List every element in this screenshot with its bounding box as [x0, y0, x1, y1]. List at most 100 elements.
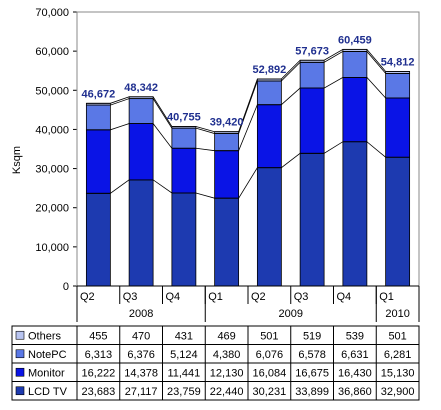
- table-cell-value: 16,675: [295, 367, 329, 379]
- y-tick-label: 20,000: [35, 203, 69, 215]
- bar-segment: [85, 129, 111, 194]
- table-cell-value: 16,222: [82, 367, 116, 379]
- series-boundary-line: [86, 77, 410, 152]
- bar-segment: [342, 51, 368, 78]
- bar-segment: [171, 147, 197, 194]
- table-cell-value: 27,117: [125, 386, 158, 398]
- bar-segment: [256, 104, 282, 169]
- bar-segment: [385, 73, 411, 99]
- table-cell-value: 12,130: [210, 367, 244, 379]
- data-table: Others 455 470 431 469 501 519 539 501 NotePC 6,31…: [11, 325, 420, 401]
- y-tick-label: 10,000: [35, 242, 69, 254]
- legend-swatch: [15, 349, 25, 359]
- table-cell-value: 6,631: [341, 349, 369, 361]
- bar-segment: [214, 197, 240, 287]
- table-cell-value: 6,076: [256, 349, 284, 361]
- legend-swatch: [15, 386, 25, 396]
- bar-segment: [171, 192, 197, 287]
- bar-segment: [299, 61, 325, 89]
- category-label: Q2: [251, 291, 266, 303]
- y-tick-label: 0: [63, 281, 69, 293]
- year-label: 2010: [385, 308, 409, 320]
- legend-label: Monitor: [28, 367, 65, 379]
- table-cell-value: 501: [388, 330, 406, 342]
- total-label: 39,420: [210, 117, 244, 129]
- legend-label: NotePC: [28, 349, 67, 361]
- table-cell-value: 6,578: [298, 349, 326, 361]
- category-label: Q2: [80, 291, 95, 303]
- category-label: Q4: [337, 291, 352, 303]
- bar-segment: [299, 152, 325, 287]
- table-cell-value: 23,683: [82, 386, 116, 398]
- bar-segment: [385, 97, 411, 158]
- bar-segment: [385, 156, 411, 287]
- legend-label: Others: [28, 330, 62, 342]
- table-cell-value: 16,430: [338, 367, 372, 379]
- total-label: 48,342: [124, 82, 158, 94]
- total-label: 40,755: [167, 111, 201, 123]
- table-cell-value: 469: [217, 330, 235, 342]
- table-cell-value: 14,378: [124, 367, 158, 379]
- legend-label: LCD TV: [28, 386, 68, 398]
- y-tick-label: 70,000: [35, 7, 69, 19]
- year-label: 2009: [279, 308, 303, 320]
- table-cell-value: 30,231: [253, 386, 287, 398]
- bar-segment: [128, 179, 154, 287]
- series-boundary-line: [86, 141, 410, 199]
- bar-segment: [342, 141, 368, 287]
- series-boundary-line: [86, 51, 410, 134]
- table-cell-value: 519: [303, 330, 321, 342]
- x-axis: Q2 Q3 Q4 Q1 Q2 Q3 Q4 Q1 2008 2009 2010: [76, 285, 420, 322]
- table-cell-value: 15,130: [381, 367, 415, 379]
- plot-area: 46,672 48,342 40,755 39,420 52,892 57,673 60,4…: [76, 11, 420, 287]
- bar-segment: [299, 87, 325, 154]
- year-label: 2008: [129, 308, 153, 320]
- y-axis: 0 10,000 20,000 30,000 40,000 50,000 60,000 70,…: [35, 7, 78, 293]
- bar-segment: [214, 150, 240, 199]
- table-cell-value: 22,440: [210, 386, 244, 398]
- table-cell-value: 470: [132, 330, 150, 342]
- y-tick-label: 50,000: [35, 85, 69, 97]
- table-cell-value: 6,313: [85, 349, 113, 361]
- table-cell-value: 5,124: [170, 349, 198, 361]
- category-label: Q3: [123, 291, 138, 303]
- legend-swatch: [15, 330, 25, 340]
- bar-segment: [256, 167, 282, 287]
- bar-segment: [214, 133, 240, 152]
- table-cell-value: 455: [89, 330, 107, 342]
- plot-frame: [76, 11, 420, 287]
- total-label: 52,892: [253, 64, 287, 76]
- table-cell-value: 539: [346, 330, 364, 342]
- bar-segment: [128, 123, 154, 181]
- y-axis-label: Ksqm: [11, 146, 23, 174]
- legend-swatch: [15, 367, 25, 377]
- bar-segment: [256, 80, 282, 106]
- table-cell-value: 36,860: [338, 386, 372, 398]
- table-cell-value: 431: [175, 330, 193, 342]
- y-tick-label: 40,000: [35, 124, 69, 136]
- category-label: Q4: [166, 291, 181, 303]
- table-cell-value: 16,084: [253, 367, 287, 379]
- total-label: 60,459: [338, 34, 372, 46]
- total-label: 46,672: [82, 88, 116, 100]
- total-label: 57,673: [295, 45, 329, 57]
- bar-segment: [85, 192, 111, 287]
- table-cell-value: 6,281: [384, 349, 412, 361]
- y-tick-label: 30,000: [35, 164, 69, 176]
- bar-segment: [85, 104, 111, 131]
- table-cell-value: 501: [260, 330, 278, 342]
- table-cell-value: 32,900: [381, 386, 415, 398]
- table-cell-value: 33,899: [295, 386, 329, 398]
- category-label: Q1: [208, 291, 223, 303]
- bar-segment: [171, 127, 197, 149]
- table-cell-value: 23,759: [167, 386, 201, 398]
- total-label: 54,812: [381, 56, 415, 68]
- table-cell-value: 11,441: [167, 367, 200, 379]
- category-label: Q1: [379, 291, 394, 303]
- category-label: Q3: [294, 291, 309, 303]
- bar-segment: [128, 98, 154, 124]
- series-boundary-line: [86, 48, 410, 133]
- table-cell-value: 4,380: [213, 349, 241, 361]
- table-cell-value: 6,376: [127, 349, 155, 361]
